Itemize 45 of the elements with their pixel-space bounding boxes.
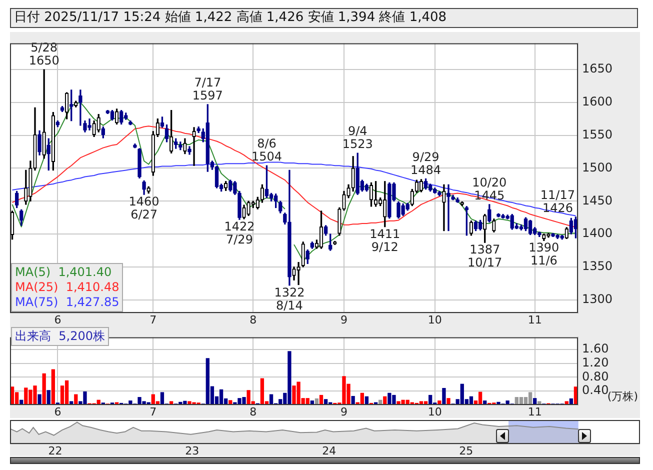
x-tick-label: 24 [322, 444, 336, 458]
x-tick-label: 10 [428, 405, 442, 418]
annotation: 9/4 1523 [342, 124, 373, 152]
y-tick-label: 1650 [582, 62, 613, 76]
x-tick-label: 11 [528, 405, 542, 418]
y-tick-label: 1350 [582, 259, 613, 274]
annotation: 1411 9/12 [370, 226, 400, 254]
x-tick-label: 9 [340, 405, 348, 418]
text: MA(5) 1,401.40 [15, 265, 113, 280]
x-tick-label: 6 [54, 313, 62, 326]
x-tick-label: 22 [48, 444, 62, 458]
annotation: 1422 7/29 [224, 220, 255, 247]
chart-title: 出来高 5,200株 [11, 327, 109, 346]
y-tick-label: 1400 [582, 226, 613, 240]
y-tick-label: 1.20 [582, 355, 609, 370]
annotation: 1322 8/14 [274, 285, 305, 312]
y-tick-label: 1550 [582, 127, 613, 142]
y-tick-label: 1600 [582, 94, 613, 109]
x-tick-label: 9 [340, 313, 348, 326]
y-tick-label: 1300 [582, 292, 613, 306]
y-tick-label: 1.60 [582, 341, 609, 356]
y-tick-label: 0.40 [582, 383, 609, 398]
x-tick-label: 8 [250, 313, 257, 326]
annotation: 11/17 1426 [540, 188, 576, 216]
y-tick-label: 0.80 [582, 369, 609, 384]
x-tick-label: 6 [54, 405, 62, 418]
y-tick-label: 1500 [582, 160, 613, 174]
annotation: 7/17 1597 [192, 76, 223, 103]
annotation: 1460 6/27 [128, 194, 160, 222]
x-tick-label: 8 [250, 405, 257, 418]
text: MA(75) 1,427.85 [15, 295, 120, 310]
x-tick-label: 7 [150, 313, 157, 326]
chart-title: 日付 2025/11/17 15:24 始値 1,422 高値 1,426 安値 1,394 終値 1,408 [10, 8, 638, 28]
x-tick-label: 25 [459, 444, 474, 458]
annotation: 8/6 1504 [251, 136, 282, 164]
x-tick-label: 11 [528, 313, 542, 326]
x-tick-label: 23 [185, 444, 200, 458]
x-tick-label: 10 [428, 313, 442, 326]
y-axis-title: (万株) [607, 390, 638, 404]
text: MA(25) 1,410.48 [15, 280, 120, 295]
annotation: 9/29 1484 [410, 150, 442, 177]
annotation: 1387 10/17 [468, 242, 502, 270]
x-tick-label: 7 [150, 405, 157, 418]
annotation: 1390 11/6 [528, 240, 560, 268]
y-tick-label: 1450 [582, 193, 613, 208]
